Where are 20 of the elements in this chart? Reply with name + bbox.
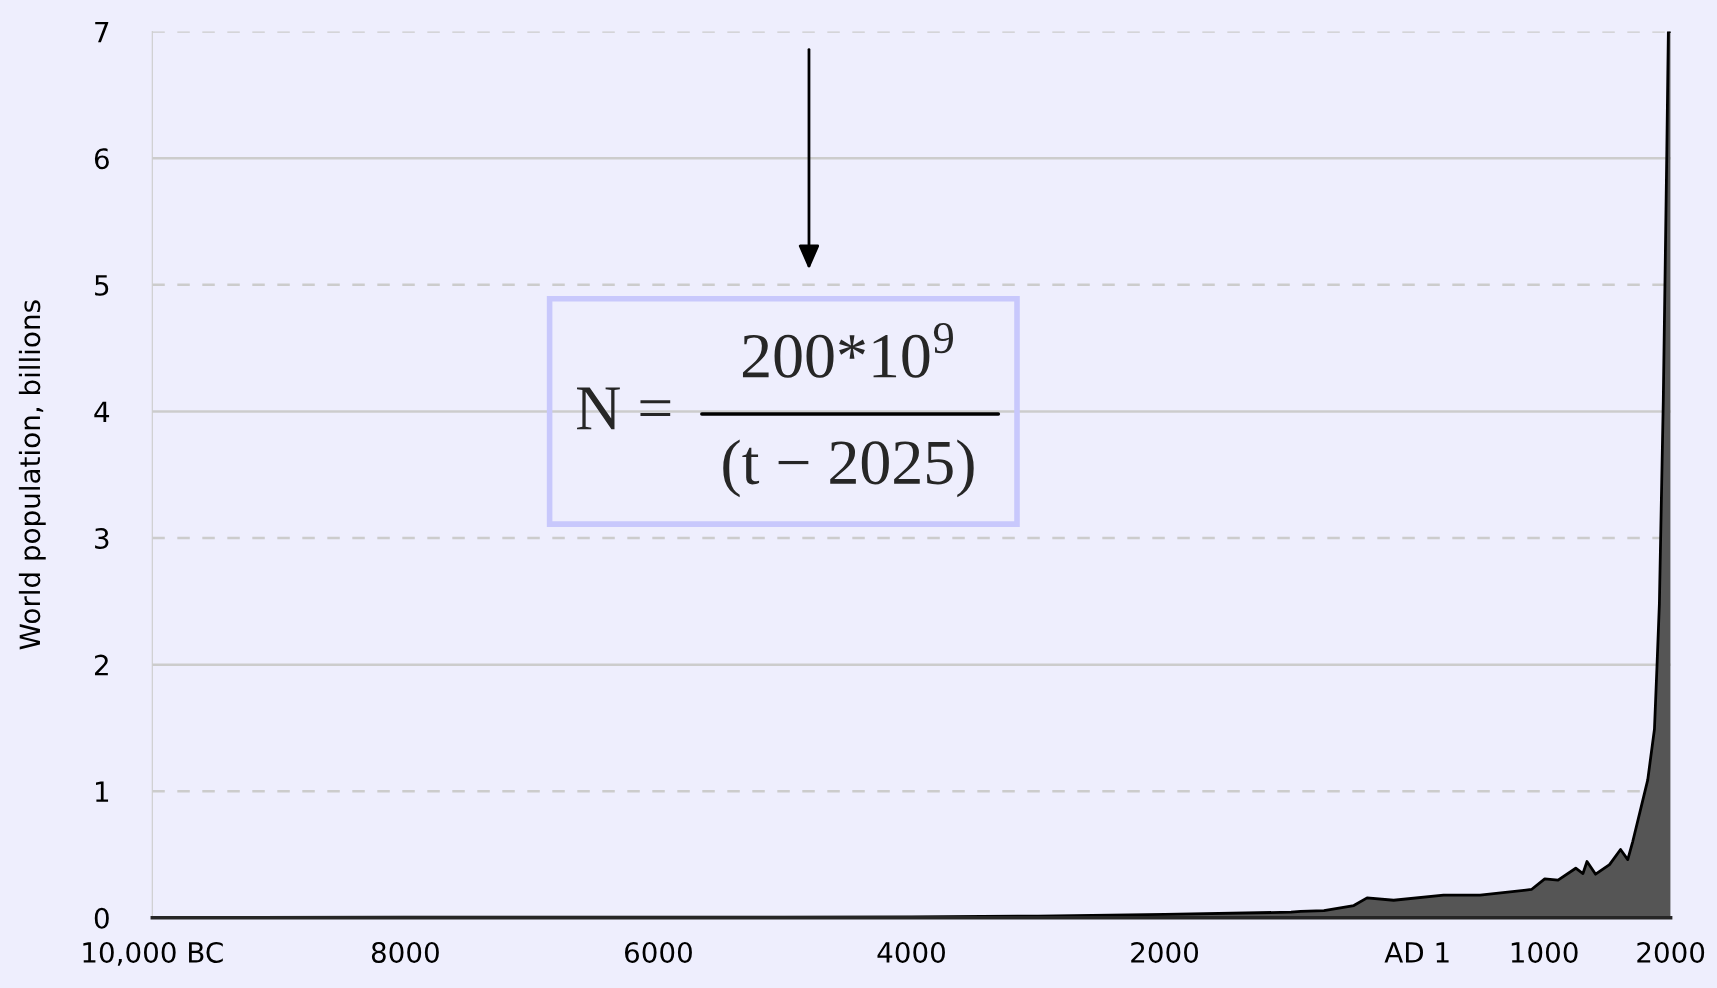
y-tick-label: 3: [95, 527, 109, 549]
x-tick-label: 4000: [877, 941, 945, 963]
x-tick-label: 2000: [1637, 941, 1705, 963]
y-tick-label: 1: [96, 781, 109, 802]
x-tick-label: 6000: [625, 941, 692, 963]
annotation: 200*10$^{9}$: [742, 323, 953, 378]
y-tick-label: 0: [94, 907, 109, 929]
y-tick-label: 4: [94, 401, 110, 422]
annotation: N =: [577, 387, 671, 430]
annotation: (t − 2025): [723, 439, 974, 498]
x-tick-label: 8000: [371, 941, 439, 963]
y-tick-label: 5: [95, 275, 109, 296]
x-tick-label: 10,000 BC: [83, 941, 223, 966]
y-tick-label: 2: [94, 654, 108, 676]
x-tick-label: AD 1: [1384, 942, 1449, 963]
y-tick-label: 6: [94, 148, 109, 170]
x-tick-label: 1000: [1511, 941, 1578, 963]
x-tick-label: 2000: [1131, 941, 1199, 963]
y-tick-label: 7: [95, 21, 109, 43]
y-axis-title: World population, billions: [18, 300, 46, 650]
